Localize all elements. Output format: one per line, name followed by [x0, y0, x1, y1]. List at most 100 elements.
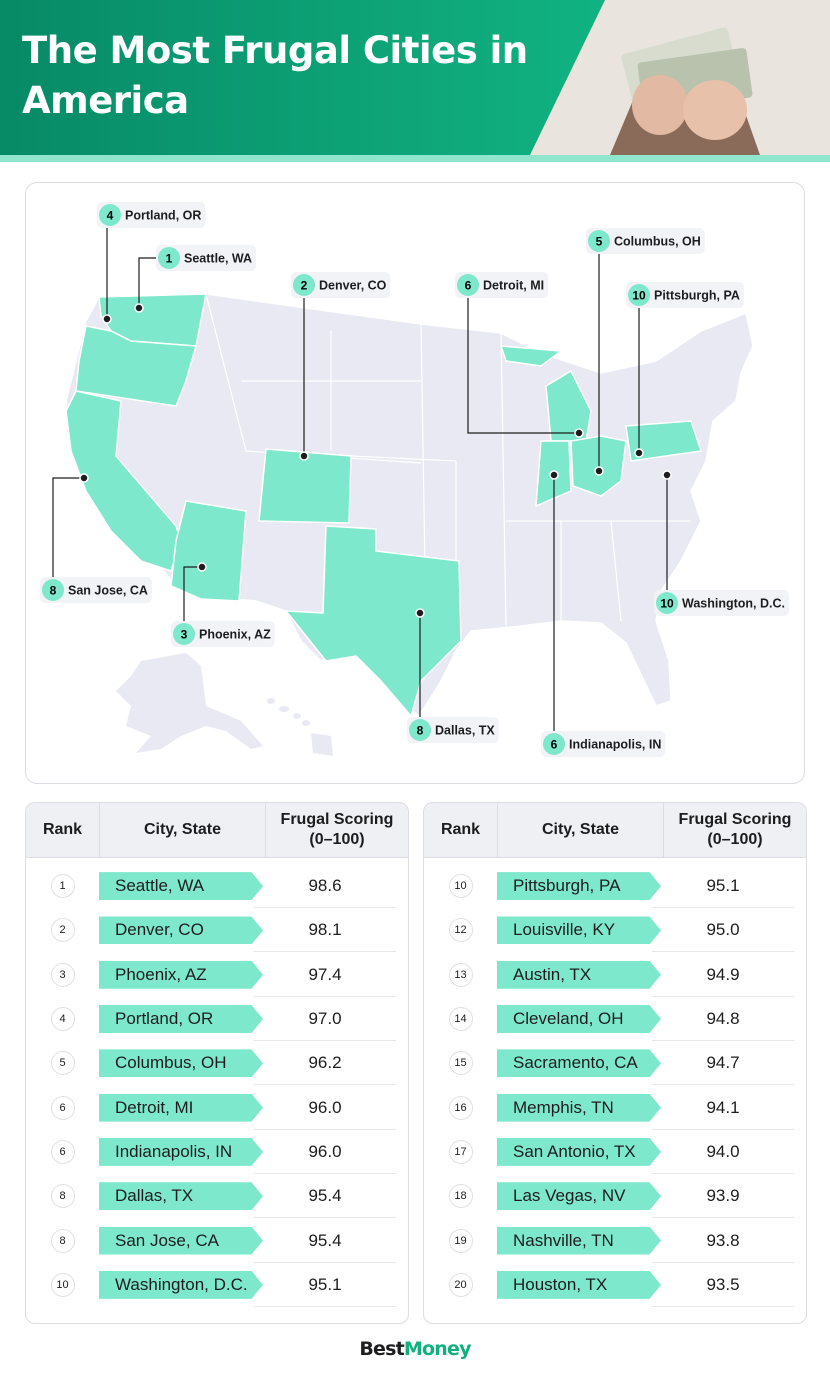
- label-bg: [156, 245, 257, 271]
- city-cell: San Jose, CA: [99, 1226, 264, 1255]
- rank-number: 6: [551, 738, 558, 752]
- rank-circle: [588, 230, 610, 252]
- rank-number: 6: [465, 279, 472, 293]
- rank-cell: 10: [424, 874, 497, 899]
- rank-cell: 17: [424, 1139, 497, 1164]
- score-cell: 97.0: [254, 997, 396, 1042]
- city-dot: [634, 448, 644, 458]
- label-bg: [455, 272, 549, 298]
- city-pill: Memphis, TN: [497, 1093, 661, 1122]
- city-cell: Sacramento, CA: [497, 1049, 662, 1078]
- score-cell: 94.9: [652, 953, 794, 997]
- rank-badge: 15: [448, 1051, 473, 1076]
- label-bg: [626, 282, 744, 308]
- city-dot: [549, 470, 559, 480]
- map-card: 4 Portland, OR 1 Seattle, WA 2 Denver, CO 6 Det…: [25, 182, 805, 784]
- logo-text: Money: [403, 1338, 472, 1360]
- rank-circle: [42, 579, 64, 601]
- score-cell: 97.4: [254, 953, 396, 997]
- city-cell: Phoenix, AZ: [99, 960, 264, 989]
- map-label: 6 Indianapolis, IN: [541, 731, 666, 757]
- logo-text: Best: [359, 1338, 404, 1360]
- map-label: 8 Dallas, TX: [407, 717, 499, 743]
- label-bg: [171, 621, 275, 647]
- rank-cell: 2: [26, 918, 99, 943]
- city-pill: Dallas, TX: [99, 1182, 263, 1211]
- table-row: 10 Pittsburgh, PA 95.1: [424, 864, 806, 909]
- rank-cell: 13: [424, 962, 497, 987]
- rank-circle: [99, 204, 121, 226]
- table-row: 14 Cleveland, OH 94.8: [424, 997, 806, 1042]
- score-cell: 98.6: [254, 864, 396, 909]
- city-label: Washington, D.C.: [682, 597, 785, 611]
- alaska: [116, 653, 263, 753]
- city-pill: Denver, CO: [99, 916, 263, 945]
- header-band: [0, 155, 830, 162]
- city-cell: Louisville, KY: [497, 916, 662, 945]
- city-dot: [299, 451, 309, 461]
- rank-number: 8: [417, 724, 424, 738]
- table-row: 19 Nashville, TN 93.8: [424, 1218, 806, 1263]
- title: The Most Frugal Cities in America: [22, 29, 528, 122]
- city-cell: Cleveland, OH: [497, 1005, 662, 1034]
- score-cell: 93.8: [652, 1219, 794, 1263]
- label-bg: [97, 202, 206, 228]
- city-pill: Nashville, TN: [497, 1226, 661, 1255]
- rank-cell: 12: [424, 918, 497, 943]
- rank-badge: 8: [50, 1184, 75, 1209]
- map-label: 6 Detroit, MI: [455, 272, 549, 298]
- rank-number: 10: [660, 597, 674, 611]
- city-cell: Detroit, MI: [99, 1093, 264, 1122]
- rank-cell: 3: [26, 962, 99, 987]
- rank-badge: 10: [50, 1272, 75, 1297]
- map-shapes: 4 Portland, OR 1 Seattle, WA 2 Denver, CO 6 Det…: [40, 202, 789, 757]
- header-cell: Frugal Scoring (0–100): [678, 811, 792, 848]
- table-header: Rank City, State Frugal Scoring (0–100): [26, 803, 408, 858]
- connector-line: [138, 257, 157, 308]
- city-cell: Dallas, TX: [99, 1182, 264, 1211]
- rank-badge: 12: [448, 918, 473, 943]
- city-pill: Cleveland, OH: [497, 1005, 661, 1034]
- table-row: 10 Washington, D.C. 95.1: [26, 1263, 408, 1307]
- rank-cell: 18: [424, 1184, 497, 1209]
- city-pill: Austin, TX: [497, 960, 661, 989]
- score-cell: 96.0: [254, 1086, 396, 1130]
- city-cell: Pittsburgh, PA: [497, 872, 662, 901]
- city-cell: Columbus, OH: [99, 1049, 264, 1078]
- city-pill: Phoenix, AZ: [99, 960, 263, 989]
- city-label: Columbus, OH: [614, 235, 701, 249]
- label-bg: [291, 272, 391, 298]
- rank-number: 5: [596, 235, 603, 249]
- rank-circle: [543, 733, 565, 755]
- rank-cell: 8: [26, 1184, 99, 1209]
- city-cell: Seattle, WA: [99, 872, 264, 901]
- table-row: 8 Dallas, TX 95.4: [26, 1174, 408, 1219]
- connector-line: [467, 285, 579, 434]
- rank-number: 2: [301, 279, 308, 293]
- table-body: 10 Pittsburgh, PA 95.1 12 Louisville, KY 95.0…: [424, 858, 806, 1307]
- table-body: 1 Seattle, WA 98.6 2 Denver, CO 98.1 3 Phoenix,…: [26, 858, 408, 1307]
- city-pill: Columbus, OH: [99, 1049, 263, 1078]
- city-pill: Las Vegas, NV: [497, 1182, 661, 1211]
- rank-number: 3: [181, 628, 188, 642]
- map-label: 3 Phoenix, AZ: [171, 621, 275, 647]
- rank-badge: 14: [448, 1007, 473, 1032]
- table-row: 20 Houston, TX 93.5: [424, 1263, 806, 1307]
- table-row: 15 Sacramento, CA 94.7: [424, 1041, 806, 1086]
- header-cell: City, State: [99, 803, 266, 857]
- rank-number: 4: [107, 209, 114, 223]
- city-label: Denver, CO: [319, 279, 387, 293]
- rank-circle: [173, 623, 195, 645]
- rank-badge: 1: [50, 874, 75, 899]
- table-row: 1 Seattle, WA 98.6: [26, 864, 408, 909]
- rank-badge: 6: [50, 1139, 75, 1164]
- rank-circle: [158, 247, 180, 269]
- rank-badge: 20: [448, 1272, 473, 1297]
- rank-cell: 4: [26, 1007, 99, 1032]
- city-cell: Indianapolis, IN: [99, 1137, 264, 1166]
- header-cell: Frugal Scoring (0–100): [280, 811, 394, 848]
- city-label: Dallas, TX: [435, 724, 495, 738]
- logo: BestMoney: [0, 1338, 830, 1360]
- city-pill: Pittsburgh, PA: [497, 872, 661, 901]
